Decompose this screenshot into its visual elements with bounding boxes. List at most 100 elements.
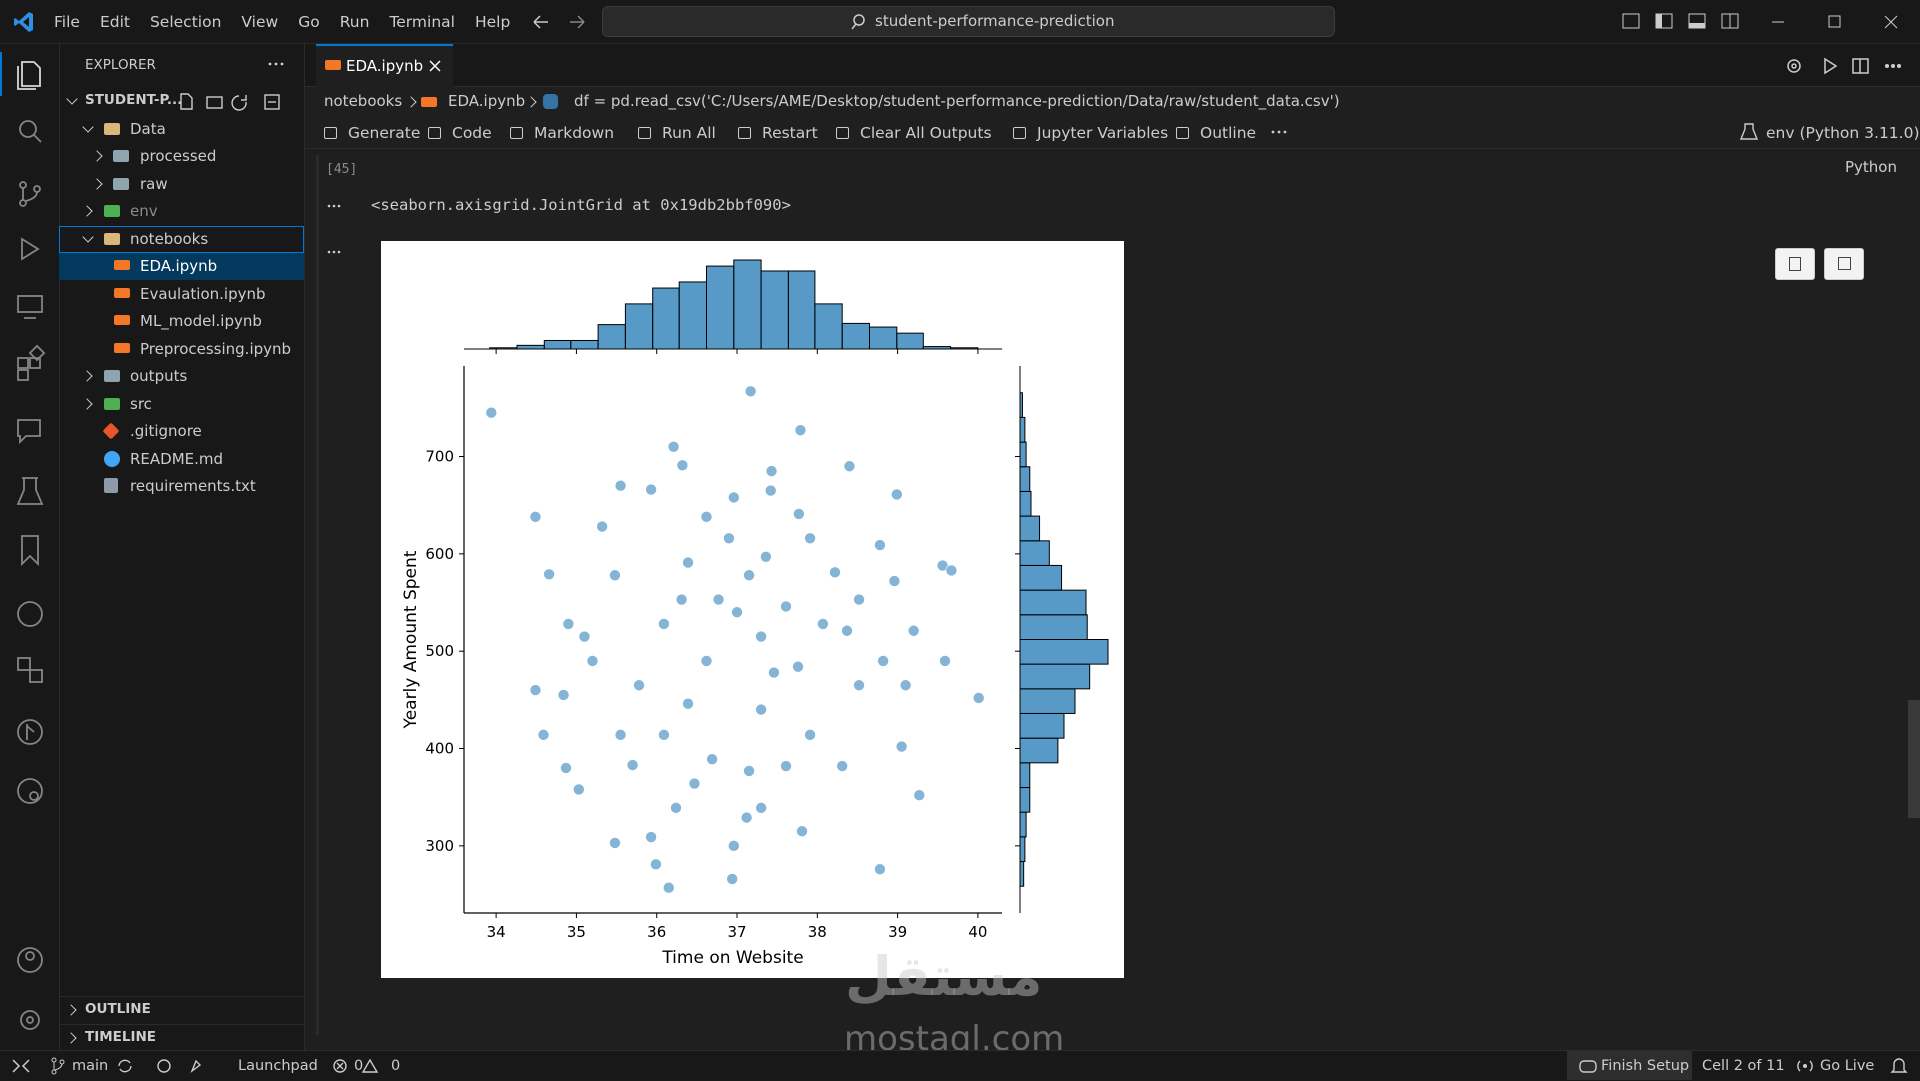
breadcrumb-item[interactable]: df = pd.read_csv('C:/Users/AME/Desktop/s… <box>574 92 1340 110</box>
toolbar-button[interactable]: Markdown <box>534 124 615 142</box>
tree-item[interactable]: src <box>59 391 304 418</box>
scatter-point <box>573 783 585 796</box>
launchpad[interactable]: Launchpad <box>238 1058 318 1074</box>
breadcrumb-item[interactable]: notebooks <box>324 92 403 110</box>
tree-item[interactable]: Data <box>59 116 304 143</box>
sidebar-section[interactable]: TIMELINE <box>59 1024 304 1052</box>
toolbar-icon <box>510 127 523 139</box>
toolbar-more[interactable] <box>1269 126 1293 138</box>
toolbar-button[interactable]: Clear All Outputs <box>860 124 992 142</box>
y-marginal-bar <box>1019 490 1032 517</box>
menu-item[interactable]: Edit <box>99 13 130 31</box>
file-label: .gitignore <box>130 422 202 440</box>
editor-actions[interactable] <box>1780 56 1910 76</box>
tree-item[interactable]: Preprocessing.ipynb <box>59 336 304 363</box>
toolbar-button[interactable]: Jupyter Variables <box>1037 124 1169 142</box>
toolbar-icon <box>1176 127 1189 139</box>
sidebar-section[interactable]: OUTLINE <box>59 997 304 1024</box>
y-marginal-bar <box>1019 639 1109 665</box>
scatter-point <box>529 511 542 523</box>
tree-item[interactable]: env <box>59 198 304 225</box>
tree-item[interactable]: processed <box>59 143 304 170</box>
toolbar-button[interactable]: Generate <box>348 124 421 142</box>
explorer-actions[interactable] <box>177 92 297 112</box>
save-button[interactable] <box>1824 248 1864 280</box>
tree-item[interactable]: raw <box>59 171 304 198</box>
remote-icon[interactable] <box>10 1057 32 1075</box>
warning-count[interactable]: 0 <box>391 1058 401 1074</box>
kernel-label[interactable]: env (Python 3.11.0) <box>1766 124 1920 142</box>
output-more[interactable] <box>325 200 349 260</box>
command-center[interactable]: student-performance-prediction <box>602 6 1335 37</box>
menu-item[interactable]: Terminal <box>389 13 455 31</box>
toolbar-button[interactable]: Code <box>452 124 492 142</box>
y-tick-label: 300 <box>425 837 454 855</box>
tree-item[interactable]: Evaulation.ipynb <box>59 281 304 308</box>
error-count[interactable]: 0 <box>354 1058 364 1074</box>
scatter-point <box>726 873 738 885</box>
y-marginal-bar <box>1019 441 1027 468</box>
y-marginal-bar <box>1019 589 1087 616</box>
file-label: README.md <box>130 450 224 468</box>
copy-button[interactable] <box>1775 248 1815 280</box>
menu-item[interactable]: File <box>54 13 80 31</box>
scatter-point <box>755 703 767 716</box>
tree-item[interactable]: .gitignore <box>59 418 304 445</box>
scatter-point <box>700 511 713 523</box>
y-marginal-bar <box>1019 712 1065 739</box>
menu-item[interactable]: Go <box>298 13 320 31</box>
menu-item[interactable]: Help <box>474 13 511 31</box>
tree-item[interactable]: notebooks <box>59 226 304 253</box>
scatter-point <box>670 802 682 814</box>
tab[interactable]: EDA.ipynb <box>316 44 453 87</box>
y-marginal-bar <box>1019 762 1031 789</box>
branch[interactable]: main <box>72 1058 109 1074</box>
breadcrumb-item[interactable]: EDA.ipynb <box>448 92 526 110</box>
account-settings-icons[interactable] <box>14 944 46 1034</box>
root-label: STUDENT-P... <box>85 92 183 108</box>
sync-icons[interactable] <box>116 1057 206 1075</box>
scatter-point <box>794 424 807 437</box>
tree-root[interactable]: STUDENT-P... <box>59 88 304 115</box>
scatter-point <box>688 777 701 790</box>
tree-item[interactable]: requirements.txt <box>59 473 304 500</box>
sidebar <box>60 44 305 1050</box>
y-marginal-bar <box>1019 515 1041 542</box>
activity-icons[interactable] <box>14 58 46 818</box>
menu-item[interactable]: View <box>241 13 279 31</box>
folder-label: processed <box>140 147 217 165</box>
scrollbar-thumb[interactable] <box>1908 700 1920 818</box>
scatter-point <box>614 729 627 741</box>
toolbar-button[interactable]: Run All <box>662 124 716 142</box>
go-live[interactable]: Go Live <box>1820 1058 1875 1074</box>
branch-icon <box>51 1057 65 1075</box>
toolbar-icon <box>738 127 751 139</box>
tree-item[interactable]: README.md <box>59 446 304 473</box>
scatter-point <box>675 593 688 606</box>
menu-item[interactable]: Selection <box>149 13 222 31</box>
more-actions[interactable] <box>266 58 286 70</box>
tree-item[interactable]: ML_model.ipynb <box>59 308 304 335</box>
cell-language[interactable]: Python <box>1845 158 1897 176</box>
live-icon <box>1797 1060 1813 1072</box>
finish-setup[interactable]: Finish Setup <box>1601 1058 1690 1074</box>
toolbar-button[interactable]: Outline <box>1200 124 1257 142</box>
x-marginal-bar <box>597 324 626 350</box>
menu-item[interactable]: Run <box>339 13 370 31</box>
notifications-icon[interactable] <box>1890 1056 1908 1076</box>
scatter-point <box>728 491 740 504</box>
folder-label: Data <box>130 120 166 138</box>
nav-arrows[interactable] <box>530 12 590 32</box>
tree-item[interactable]: EDA.ipynb <box>59 253 304 280</box>
tab-close[interactable] <box>428 59 442 73</box>
x-marginal-bar <box>760 270 789 350</box>
menu-bar: File Edit Selection View Go Run Terminal Help <box>54 13 510 31</box>
x-marginal-bar <box>896 332 924 350</box>
cell-position[interactable]: Cell 2 of 11 <box>1702 1058 1785 1074</box>
tree-item[interactable]: outputs <box>59 363 304 390</box>
scatter-point <box>972 692 985 704</box>
scatter-point <box>557 689 570 701</box>
toolbar-button[interactable]: Restart <box>762 124 818 142</box>
window-controls[interactable] <box>1615 12 1915 32</box>
